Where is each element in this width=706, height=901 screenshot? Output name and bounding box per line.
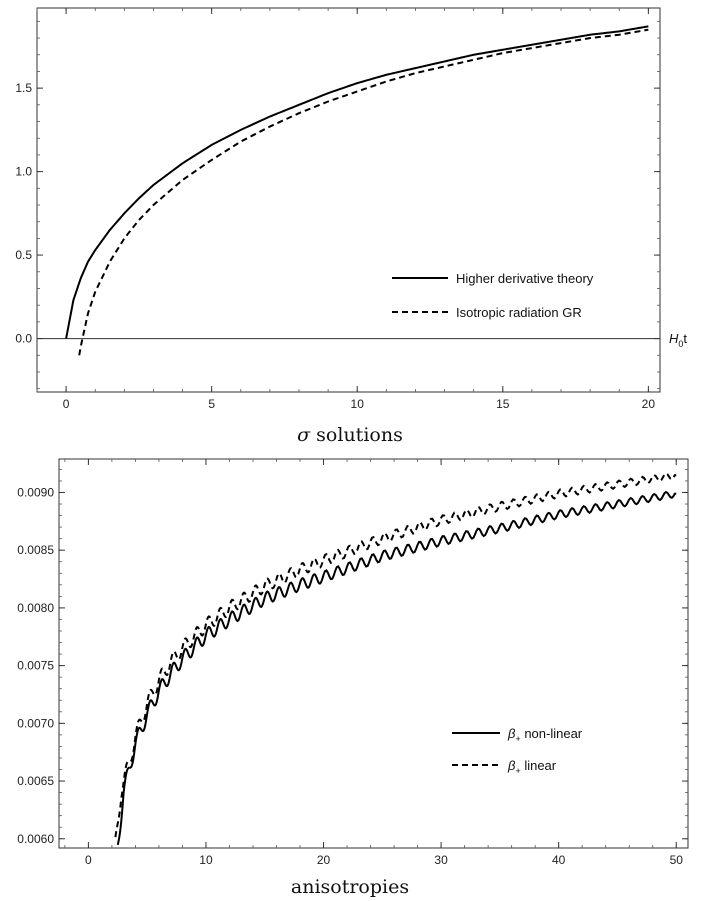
series-line-1 [116,490,677,846]
top-caption: σ solutions [297,424,403,446]
x-tick-label: 15 [496,397,510,411]
y-tick-label: 0.0 [15,332,32,346]
x-tick-label: 40 [552,853,566,867]
y-tick-label: 0.0065 [17,774,54,788]
bottom-caption: anisotropies [291,876,409,898]
legend-label-2: β+ linear [507,758,557,776]
y-tick-label: 0.0075 [17,659,54,673]
x-tick-label: 20 [317,853,331,867]
sigma-symbol: σ [297,424,311,446]
anisotropies-panel: 0 10 20 30 40 50 0.0060 0.0065 0.0070 0.0075 0.008… [17,458,689,898]
bottom-series-group [114,472,677,846]
x-tick-label: 10 [199,853,213,867]
y-tick-label: 0.5 [15,248,32,262]
sigma-solutions-panel: 0 5 10 15 20 0.0 0.5 1.0 1.5 Higher derivative t… [15,7,687,446]
x-tick-label: 50 [670,853,684,867]
legend-label-1: β+ non-linear [507,726,583,744]
bottom-legend: β+ non-linear β+ linear [452,726,583,776]
x-tick-label: 30 [434,853,448,867]
series-line-2 [78,28,649,356]
x-tick-label: 5 [208,397,215,411]
top-series-group [65,25,649,356]
x-tick-label: 0 [63,397,70,411]
series-line-2 [114,472,677,838]
top-plot-frame [36,7,661,393]
y-tick-label: 1.5 [15,81,32,95]
legend-label-2: Isotropic radiation GR [456,305,582,320]
x-tick-label: 0 [85,853,92,867]
x-tick-label: 20 [642,397,656,411]
y-tick-label: 0.0070 [17,716,54,730]
series-line-1 [65,25,649,339]
y-tick-label: 0.0060 [17,832,54,846]
x-axis-variable-label: H0t [669,331,687,349]
y-tick-label: 0.0090 [17,485,54,499]
x-tick-label: 10 [351,397,365,411]
top-axis-ticks: 0 5 10 15 20 0.0 0.5 1.0 1.5 [15,8,660,411]
y-tick-label: 0.0080 [17,601,54,615]
legend-label-1: Higher derivative theory [456,271,594,286]
top-legend: Higher derivative theory Isotropic radiat… [392,271,594,320]
y-tick-label: 0.0085 [17,543,54,557]
y-tick-label: 1.0 [15,165,32,179]
bottom-axis-ticks: 0 10 20 30 40 50 0.0060 0.0065 0.0070 0.0075 0.008… [17,459,688,867]
bottom-plot-frame [58,458,689,849]
